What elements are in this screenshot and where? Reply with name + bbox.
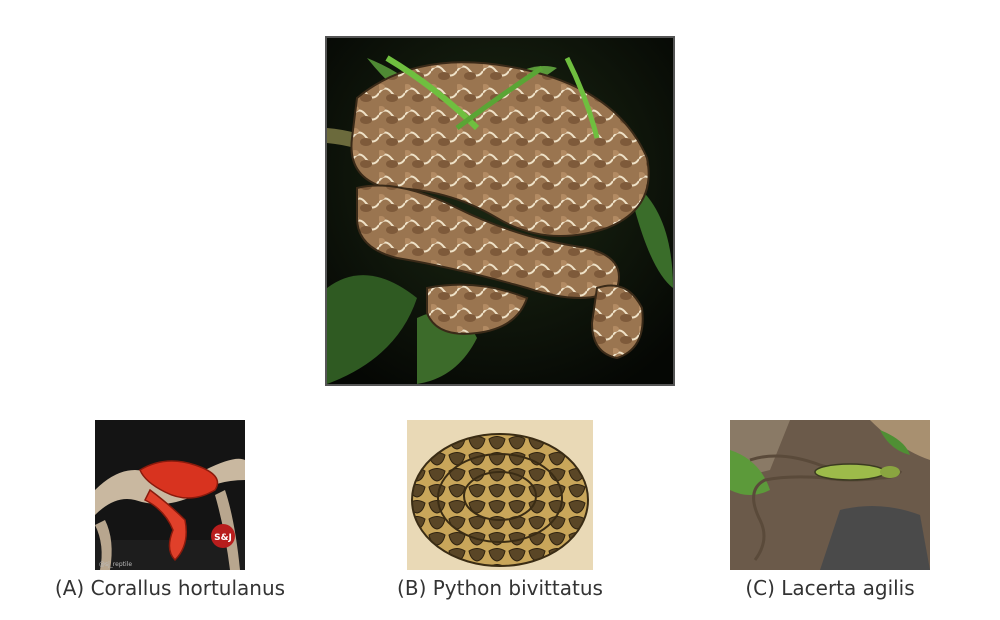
option-c-caption: (C) Lacerta agilis	[745, 576, 915, 600]
option-b-image[interactable]	[407, 420, 593, 570]
option-a[interactable]: S&J @sj_reptile (A) Corallus hortulanus	[20, 420, 320, 600]
option-c[interactable]: (C) Lacerta agilis	[680, 420, 980, 600]
option-a-caption: (A) Corallus hortulanus	[54, 576, 286, 600]
thumb-a-watermark: @sj_reptile	[99, 561, 132, 568]
burmese-python-illustration	[407, 420, 593, 570]
thumb-a-logo: S&J	[214, 533, 232, 543]
question-photo	[325, 36, 675, 386]
sand-lizard-illustration	[730, 420, 930, 570]
red-tree-boa-illustration: S&J @sj_reptile	[95, 420, 245, 570]
option-c-image[interactable]	[730, 420, 930, 570]
option-a-image[interactable]: S&J @sj_reptile	[95, 420, 245, 570]
option-b[interactable]: (B) Python bivittatus	[350, 420, 650, 600]
option-b-caption: (B) Python bivittatus	[397, 576, 603, 600]
coiled-snake-illustration	[327, 38, 673, 384]
